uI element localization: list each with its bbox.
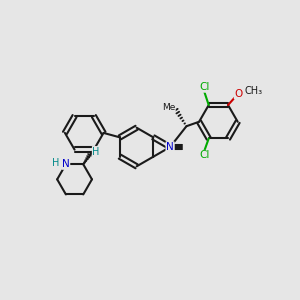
Text: N: N xyxy=(166,142,174,152)
Text: N: N xyxy=(166,142,174,152)
Text: O: O xyxy=(234,89,243,99)
Text: Cl: Cl xyxy=(199,82,209,92)
Text: H: H xyxy=(92,146,100,157)
Text: CH₃: CH₃ xyxy=(244,86,262,96)
Text: H: H xyxy=(52,158,59,168)
Text: N: N xyxy=(62,159,70,169)
Text: Cl: Cl xyxy=(199,150,209,161)
Text: Me: Me xyxy=(162,103,175,112)
